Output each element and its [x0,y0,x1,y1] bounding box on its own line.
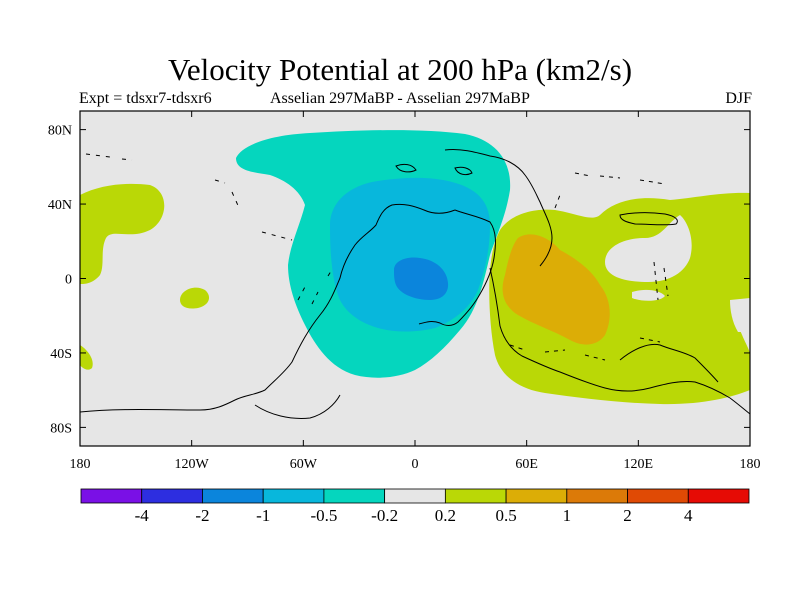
positive-region-southwest [80,345,93,370]
colorbar-swatch [566,488,628,504]
x-tick-label: 120W [175,457,210,472]
colorbar-label: 1 [563,506,572,525]
coastline-interior-ring [418,209,496,326]
y-tick-label: 80N [48,124,72,139]
y-tick-label: 80S [50,421,72,436]
colorbar-label: -4 [135,506,150,525]
experiment-label: Expt = tdsxr7-tdsxr6 [79,90,212,107]
colorbar-label: -1 [256,506,270,525]
x-tick-label: 60E [515,457,538,472]
coastline-small-islands-north [395,163,473,176]
colorbar-swatch [627,488,689,504]
y-tick-label: 40S [50,347,72,362]
colorbar-swatch [262,488,325,504]
period-label: Asselian 297MaBP - Asselian 297MaBP [270,90,530,107]
colorbar-swatch [384,488,446,504]
neutral-hole-far-east [730,298,750,332]
negative-core [394,257,449,300]
coastline-north-arc [444,149,553,267]
y-tick-label: 40N [48,198,72,213]
colorbar-label: -0.2 [371,506,398,525]
colorbar-swatch [687,488,750,504]
colorbar-label: -0.5 [310,506,337,525]
y-tick-label: 0 [65,273,72,288]
coastline-southeast [619,343,719,383]
coastline-dashes-east [509,172,669,361]
x-tick-label: 180 [70,457,91,472]
colorbar-label: 4 [684,506,693,525]
x-tick-label: 180 [740,457,761,472]
colorbar-swatch [444,488,507,504]
colorbar-label: -2 [195,506,209,525]
positive-region-west [80,183,165,285]
coastlines [80,149,750,419]
axis-ticks: 180 120W 60W 0 60E 120E 180 80N 40N 0 40S 80S [48,111,761,472]
coastline-east-continent [489,267,750,415]
colorbar-label: 2 [623,506,632,525]
colorbar: -4 -2 -1 -0.5 -0.2 0.2 0.5 1 2 4 [80,488,750,525]
positive-core [502,234,610,345]
season-label: DJF [725,90,752,107]
colorbar-label: 0.5 [495,506,516,525]
colorbar-swatch [80,488,143,504]
map-field [80,111,750,446]
colorbar-swatch [323,488,386,504]
x-tick-label: 60W [290,457,318,472]
negative-region-mid [330,177,490,332]
coastline-southern-lobe [254,394,341,419]
coastline-islands-east [619,212,678,226]
coastline-dashes-west [85,153,334,305]
coastline-main-continent-west [80,203,456,413]
colorbar-swatch [141,488,203,504]
x-tick-label: 0 [412,457,419,472]
x-tick-label: 120E [624,457,654,472]
neutral-hole-east [605,215,692,282]
colorbar-label: 0.2 [435,506,456,525]
positive-region-west-islet [180,287,210,309]
colorbar-swatch [202,488,264,504]
plot-title: Velocity Potential at 200 hPa (km2/s) [167,52,633,87]
colorbar-swatch [505,488,568,504]
